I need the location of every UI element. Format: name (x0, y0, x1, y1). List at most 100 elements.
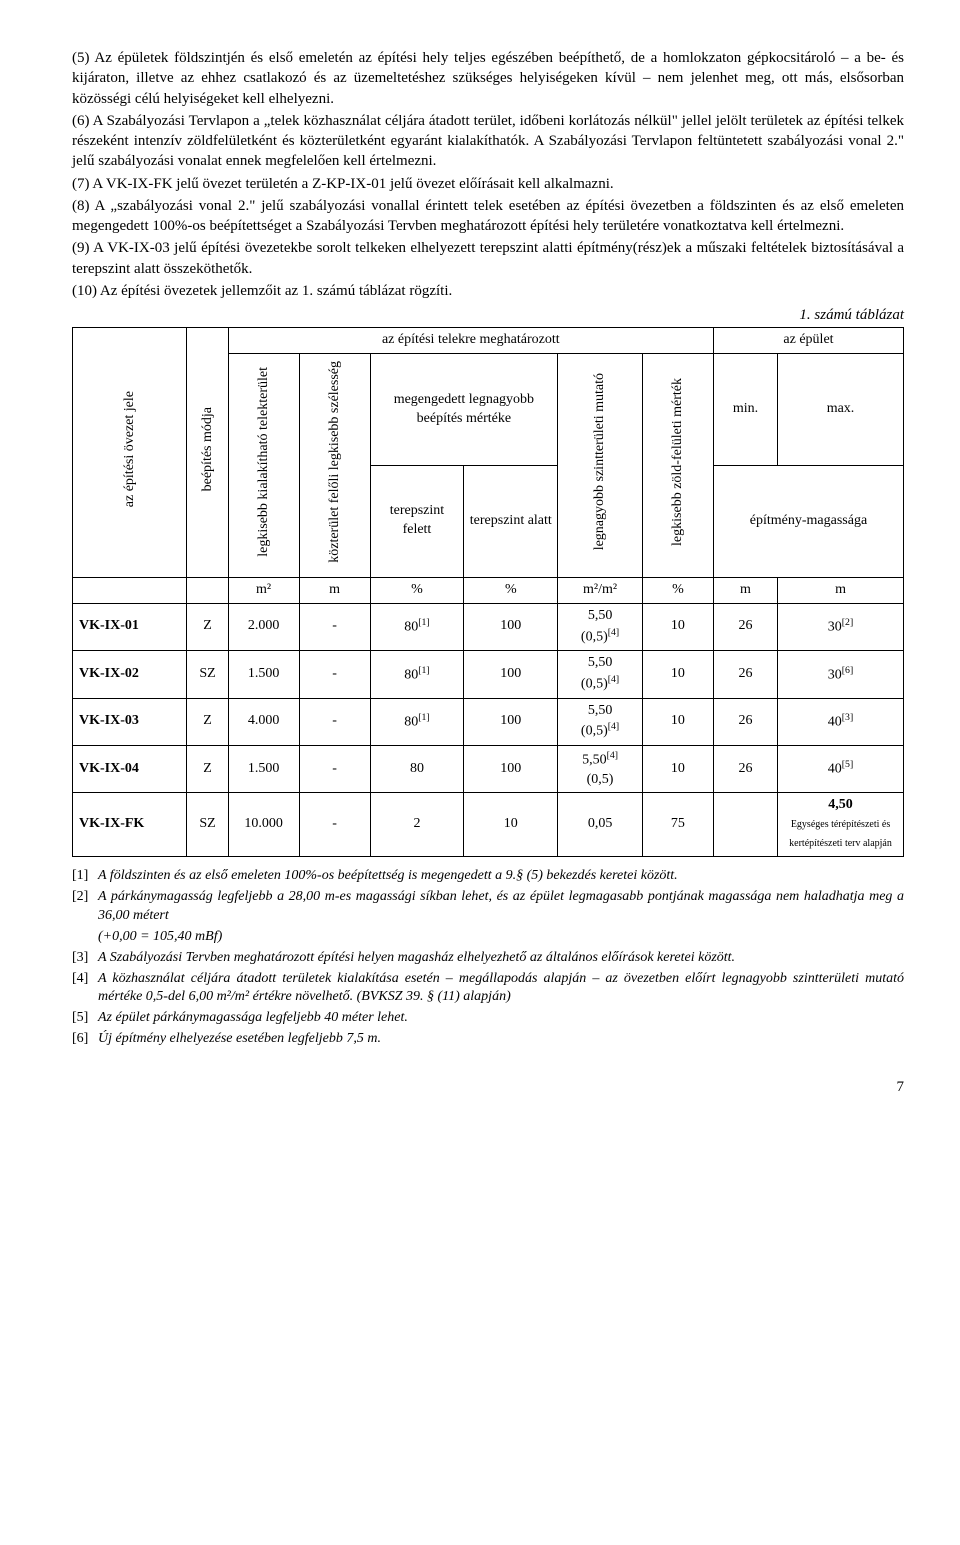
cell-telek: 2.000 (228, 603, 299, 650)
unit-5: % (464, 577, 558, 603)
footnote-text: A Szabályozási Tervben meghatározott épí… (98, 949, 904, 968)
cell-mod: SZ (187, 651, 228, 698)
cell-telek: 10.000 (228, 793, 299, 857)
footnote-mark: [4] (72, 970, 98, 989)
cell-zold: 10 (642, 651, 713, 698)
cell-max: 30[6] (778, 651, 904, 698)
cell-id: VK-IX-03 (73, 698, 187, 745)
unit-9: m (778, 577, 904, 603)
footnote-text: Új építmény elhelyezése esetében legfelj… (98, 1030, 904, 1049)
cell-mod: SZ (187, 793, 228, 857)
cell-alatt: 100 (464, 651, 558, 698)
cell-max: 40[3] (778, 698, 904, 745)
cell-alatt: 10 (464, 793, 558, 857)
unit-4: % (370, 577, 464, 603)
table-row: VK-IX-01Z2.000-80[1]1005,50(0,5)[4]10263… (73, 603, 904, 650)
footnote-mark: [3] (72, 949, 98, 968)
footnote-mark: [5] (72, 1009, 98, 1028)
hdr-max: max. (778, 354, 904, 466)
footnote: [5]Az épület párkánymagassága legfeljebb… (72, 1009, 904, 1028)
cell-koz: - (299, 746, 370, 793)
para-10: (10) Az építési övezetek jellemzőit az 1… (72, 281, 904, 301)
hdr-koz: közterület felőli legkisebb szélesség (299, 354, 370, 578)
cell-max: 4,50Egységes térépítészeti és kertépítés… (778, 793, 904, 857)
footnote-text: A párkánymagasság legfeljebb a 28,00 m-e… (98, 888, 904, 926)
unit-3: m (299, 577, 370, 603)
cell-zold: 10 (642, 698, 713, 745)
hdr-ovezet: az építési övezet jele (73, 328, 187, 578)
cell-koz: - (299, 603, 370, 650)
hdr-telekre: az építési telekre meghatározott (228, 328, 713, 354)
cell-szint: 0,05 (558, 793, 643, 857)
cell-szint: 5,50(0,5)[4] (558, 651, 643, 698)
cell-szint: 5,50(0,5)[4] (558, 698, 643, 745)
cell-min: 26 (713, 698, 777, 745)
unit-1 (187, 577, 228, 603)
cell-min: 26 (713, 651, 777, 698)
cell-zold: 10 (642, 603, 713, 650)
footnote-mark: [2] (72, 888, 98, 907)
footnote-text: (+0,00 = 105,40 mBf) (98, 928, 904, 947)
page-number: 7 (72, 1077, 904, 1097)
cell-mod: Z (187, 603, 228, 650)
hdr-szint: legnagyobb szintterületi mutató (558, 354, 643, 578)
footnote: [3]A Szabályozási Tervben meghatározott … (72, 949, 904, 968)
cell-alatt: 100 (464, 698, 558, 745)
table-row: VK-IX-FKSZ10.000-2100,05754,50Egységes t… (73, 793, 904, 857)
cell-max: 40[5] (778, 746, 904, 793)
unit-7: % (642, 577, 713, 603)
cell-min (713, 793, 777, 857)
cell-mod: Z (187, 746, 228, 793)
footnote: [2]A párkánymagasság legfeljebb a 28,00 … (72, 888, 904, 926)
para-6: (6) A Szabályozási Tervlapon a „telek kö… (72, 111, 904, 172)
unit-8: m (713, 577, 777, 603)
cell-telek: 4.000 (228, 698, 299, 745)
unit-6: m²/m² (558, 577, 643, 603)
para-5: (5) Az épületek földszintjén és első eme… (72, 48, 904, 109)
footnote: [1]A földszinten és az első emeleten 100… (72, 867, 904, 886)
header-row-1: az építési övezet jele beépítés módja az… (73, 328, 904, 354)
cell-koz: - (299, 651, 370, 698)
unit-0 (73, 577, 187, 603)
para-8: (8) A „szabályozási vonal 2." jelű szabá… (72, 196, 904, 237)
unit-2: m² (228, 577, 299, 603)
hdr-zold: legkisebb zöld-felületi mérték (642, 354, 713, 578)
cell-min: 26 (713, 603, 777, 650)
cell-felett: 80[1] (370, 698, 464, 745)
footnote-text: A közhasználat céljára átadott területek… (98, 970, 904, 1008)
footnotes: [1]A földszinten és az első emeleten 100… (72, 867, 904, 1049)
hdr-min: min. (713, 354, 777, 466)
cell-felett: 80 (370, 746, 464, 793)
hdr-felett: terepszint felett (370, 465, 464, 577)
cell-mod: Z (187, 698, 228, 745)
cell-max: 30[2] (778, 603, 904, 650)
table-row: VK-IX-03Z4.000-80[1]1005,50(0,5)[4]10264… (73, 698, 904, 745)
para-7: (7) A VK-IX-FK jelű övezet területén a Z… (72, 174, 904, 194)
cell-id: VK-IX-FK (73, 793, 187, 857)
cell-telek: 1.500 (228, 651, 299, 698)
table-row: VK-IX-04Z1.500-801005,50[4](0,5)102640[5… (73, 746, 904, 793)
footnote-text: A földszinten és az első emeleten 100%-o… (98, 867, 904, 886)
para-9: (9) A VK-IX-03 jelű építési övezetekbe s… (72, 238, 904, 279)
hdr-alatt: terepszint alatt (464, 465, 558, 577)
footnote: (+0,00 = 105,40 mBf) (72, 928, 904, 947)
cell-zold: 75 (642, 793, 713, 857)
cell-felett: 80[1] (370, 603, 464, 650)
hdr-epulet: az épület (713, 328, 903, 354)
cell-felett: 80[1] (370, 651, 464, 698)
cell-id: VK-IX-04 (73, 746, 187, 793)
cell-alatt: 100 (464, 746, 558, 793)
table-row: VK-IX-02SZ1.500-80[1]1005,50(0,5)[4]1026… (73, 651, 904, 698)
cell-szint: 5,50[4](0,5) (558, 746, 643, 793)
cell-id: VK-IX-01 (73, 603, 187, 650)
zoning-table: az építési övezet jele beépítés módja az… (72, 327, 904, 857)
footnote: [6]Új építmény elhelyezése esetében legf… (72, 1030, 904, 1049)
footnote-mark: [6] (72, 1030, 98, 1049)
cell-telek: 1.500 (228, 746, 299, 793)
hdr-magassag: építmény-magassága (713, 465, 903, 577)
hdr-megengedett: megengedett legnagyobb beépítés mértéke (370, 354, 558, 466)
footnote-text: Az épület párkánymagassága legfeljebb 40… (98, 1009, 904, 1028)
footnote: [4]A közhasználat céljára átadott terüle… (72, 970, 904, 1008)
cell-alatt: 100 (464, 603, 558, 650)
cell-koz: - (299, 698, 370, 745)
